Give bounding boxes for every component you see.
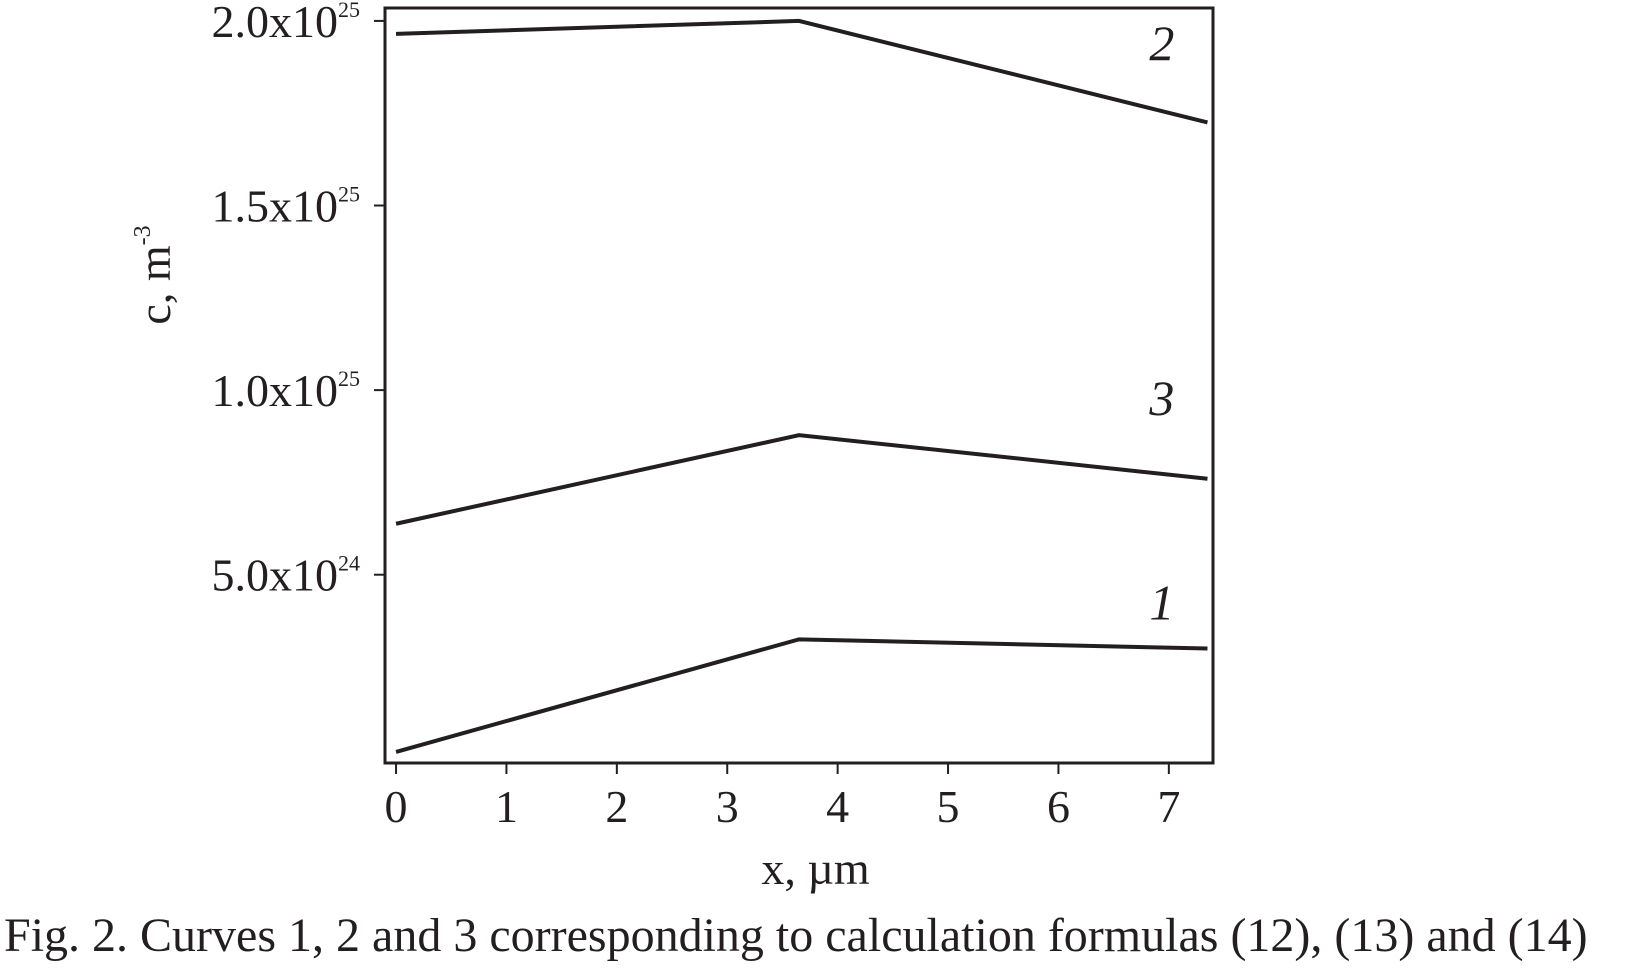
x-axis-title: x, µm (761, 843, 870, 894)
y-tick-mantissa: 1.0x10 (212, 365, 339, 416)
series-line-2 (395, 18, 1208, 125)
x-tick-label: 0 (385, 781, 408, 832)
y-tick-mantissa: 2.0x10 (212, 0, 339, 47)
series-label-2: 2 (1149, 15, 1174, 71)
x-tick-label: 7 (1157, 781, 1180, 832)
y-tick-exponent: 24 (338, 551, 360, 576)
x-tick-label: 5 (937, 781, 960, 832)
y-axis-title-base: c, m (129, 245, 180, 324)
y-tick-exponent: 25 (338, 182, 360, 207)
y-tick-label: 1.5x1025 (212, 181, 361, 232)
y-axis-title: c, m-3 (129, 225, 180, 324)
x-tick-label: 3 (716, 781, 739, 832)
series-layer: 1 2 3 (395, 15, 1208, 754)
series-line-3 (395, 433, 1208, 526)
figure-caption: Fig. 2. Curves 1, 2 and 3 corresponding … (4, 909, 1588, 962)
y-tick-mantissa: 5.0x10 (212, 550, 339, 601)
y-tick-label: 2.0x1025 (212, 0, 361, 47)
x-tick-label: 6 (1047, 781, 1070, 832)
x-tick-label: 2 (605, 781, 628, 832)
x-tick-label: 1 (495, 781, 518, 832)
y-tick-label: 1.0x1025 (212, 365, 361, 416)
y-tick-exponent: 25 (338, 0, 360, 22)
y-tick-label: 5.0x1024 (212, 550, 361, 601)
y-tick-mantissa: 1.5x10 (212, 181, 339, 232)
series-label-1: 1 (1149, 574, 1174, 630)
y-tick-exponent: 25 (338, 366, 360, 391)
axes-layer: 0 1 2 3 4 5 6 75.0x10241.0x10251.5x10252.0x1025… (129, 0, 1180, 894)
series-line-1 (395, 637, 1208, 754)
plot-frame (383, 6, 1215, 765)
y-axis-title-superscript: -3 (130, 225, 156, 245)
series-label-3: 3 (1148, 370, 1174, 426)
x-tick-label: 4 (826, 781, 849, 832)
